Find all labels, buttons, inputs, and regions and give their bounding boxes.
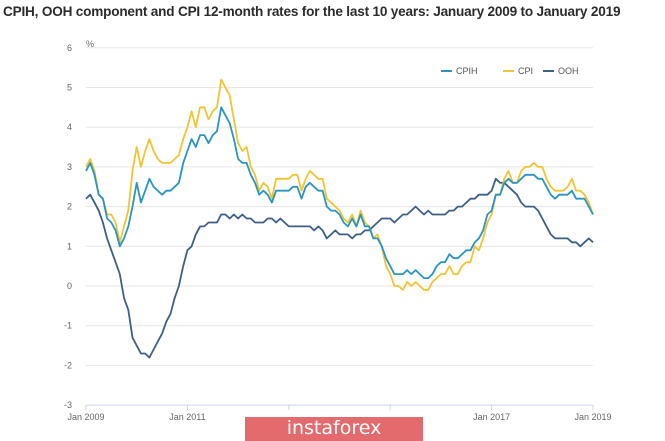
y-tick-label: 3	[67, 162, 72, 172]
series-line-cpih	[85, 106, 594, 280]
y-tick-label: -1	[64, 321, 72, 331]
y-tick-label: 5	[67, 83, 72, 93]
series-line-cpi	[85, 78, 594, 291]
y-tick-label: -2	[64, 360, 72, 370]
y-tick-label: 4	[67, 122, 72, 132]
chart-title: CPIH, OOH component and CPI 12-month rat…	[3, 4, 621, 19]
x-tick-label: Jan 2009	[67, 412, 104, 422]
y-tick-label: 6	[67, 43, 72, 53]
x-tick-label: Jan 2011	[169, 412, 205, 422]
legend-label-cpi: CPI	[518, 66, 533, 76]
x-tick-label: Jan 2017	[473, 412, 510, 422]
y-tick-label: 0	[67, 281, 72, 291]
instaforex-watermark: instaforex	[245, 417, 423, 441]
y-tick-label: 1	[67, 241, 72, 251]
legend-label-cpih: CPIH	[456, 66, 478, 76]
x-tick-label: Jan 2019	[574, 412, 611, 422]
y-axis-unit: %	[86, 39, 94, 49]
y-tick-label: 2	[67, 202, 72, 212]
y-tick-label: -3	[64, 400, 72, 410]
legend-label-ooh: OOH	[558, 66, 579, 76]
series-line-ooh	[85, 177, 594, 359]
